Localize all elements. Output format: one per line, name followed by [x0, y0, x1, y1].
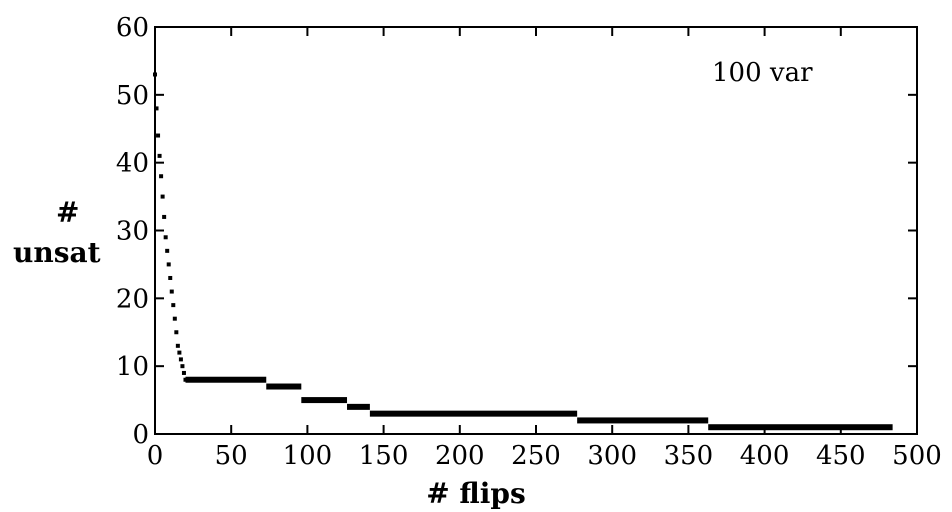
y-tick-labels: 0 10 20 30 40 50 60	[116, 13, 149, 450]
x-axis-title: # flips	[426, 477, 526, 510]
y-tick-label: 10	[116, 352, 149, 382]
data-point	[178, 357, 183, 362]
data-point	[166, 262, 171, 267]
data-point	[160, 194, 165, 199]
data-point	[171, 303, 176, 308]
y-tick-label: 50	[116, 81, 149, 111]
y-tick-label: 30	[116, 217, 149, 247]
data-point	[175, 343, 180, 348]
plateau-points	[369, 410, 578, 417]
data-point	[157, 153, 162, 158]
y-tick-label: 40	[116, 149, 149, 179]
x-tick-label: 150	[359, 441, 409, 471]
x-tick-label: 500	[892, 441, 942, 471]
x-tick-label: 250	[511, 441, 561, 471]
axis-ticks	[154, 26, 918, 435]
plateau-points	[301, 397, 348, 404]
data-point	[162, 214, 167, 219]
x-tick-label: 200	[435, 441, 485, 471]
plateau-points	[708, 424, 893, 431]
data-point	[180, 364, 185, 369]
plateau-points	[266, 383, 302, 390]
plateau-points	[347, 403, 370, 410]
data-point	[165, 248, 170, 253]
plateau-points	[185, 376, 267, 383]
data-point	[156, 133, 161, 138]
x-tick-label: 450	[816, 441, 866, 471]
series-annotation: 100 var	[712, 58, 813, 88]
data-point	[168, 275, 173, 280]
y-tick-label: 20	[116, 284, 149, 314]
y-axis-title-hash: #	[56, 196, 79, 229]
data-point	[172, 316, 177, 321]
data-points	[153, 72, 893, 431]
data-point	[169, 289, 174, 294]
x-tick-label: 0	[147, 441, 164, 471]
data-point	[181, 370, 186, 375]
x-tick-label: 100	[283, 441, 333, 471]
x-tick-label: 350	[664, 441, 714, 471]
data-point	[177, 350, 182, 355]
data-point	[174, 330, 179, 335]
data-point	[153, 72, 157, 77]
data-point	[154, 106, 159, 111]
data-point	[159, 174, 164, 179]
y-tick-label: 0	[132, 420, 149, 450]
y-axis-title-unsat: unsat	[13, 236, 101, 269]
x-tick-labels: 0 50 100 150 200 250 300 350 400 450 500	[147, 441, 942, 471]
x-tick-label: 50	[215, 441, 248, 471]
plateau-points	[577, 417, 709, 424]
data-point	[163, 235, 168, 240]
x-tick-label: 300	[587, 441, 637, 471]
y-tick-label: 60	[116, 13, 149, 43]
x-tick-label: 400	[740, 441, 790, 471]
plot-frame	[154, 26, 918, 435]
